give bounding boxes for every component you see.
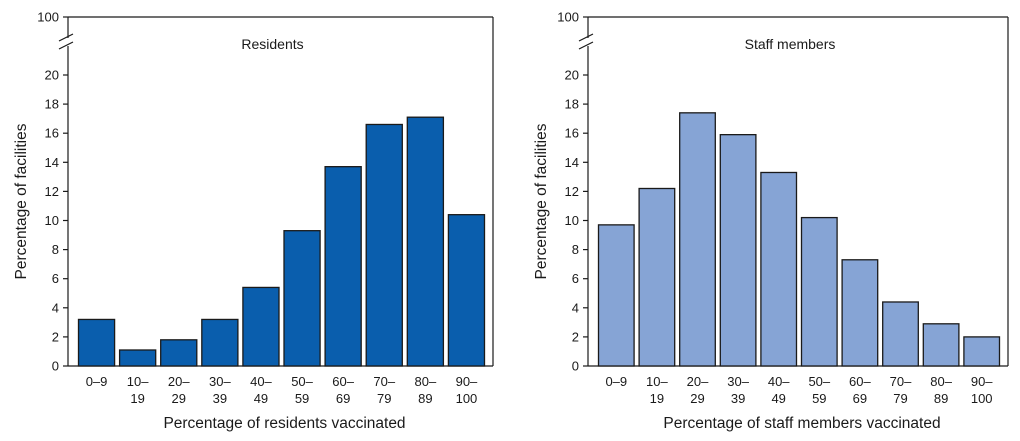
bar — [963, 336, 1001, 367]
y-tick-label: 18 — [45, 97, 59, 112]
x-tick-label: 40– — [768, 374, 790, 389]
y-tick-label: 20 — [45, 68, 59, 83]
axis-break-mark — [578, 33, 594, 42]
y-tick-label: 20 — [565, 68, 579, 83]
y-tick-label: 14 — [45, 155, 59, 170]
bar — [447, 214, 486, 367]
x-tick-label: 100 — [456, 391, 478, 406]
y-tick-label: 8 — [52, 242, 59, 257]
x-tick-label: 60– — [332, 374, 354, 389]
x-tick-label: 29 — [690, 391, 704, 406]
y-tick-label: 10 — [45, 213, 59, 228]
x-tick-label: 70– — [890, 374, 912, 389]
y-tick-label: 12 — [45, 184, 59, 199]
x-tick-label: 59 — [295, 391, 309, 406]
x-tick-label: 59 — [812, 391, 826, 406]
y-tick-label: 2 — [572, 329, 579, 344]
bar — [597, 224, 635, 367]
x-tick-label: 40– — [250, 374, 272, 389]
y-tick-label: 2 — [52, 329, 59, 344]
y-tick-label: 4 — [52, 300, 59, 315]
x-tick-label: 90– — [971, 374, 993, 389]
bar — [406, 116, 445, 367]
y-tick-label: 100 — [557, 10, 579, 25]
y-tick-label: 12 — [565, 184, 579, 199]
bar — [800, 216, 838, 367]
y-tick-label: 16 — [565, 126, 579, 141]
y-tick-label: 10 — [565, 213, 579, 228]
y-tick-label: 6 — [52, 271, 59, 286]
axis-break-mark — [58, 41, 74, 50]
x-tick-label: 49 — [771, 391, 785, 406]
bar — [922, 323, 960, 367]
y-tick-label: 18 — [565, 97, 579, 112]
x-tick-label: 20– — [687, 374, 709, 389]
x-tick-label: 0–9 — [86, 374, 108, 389]
x-tick-label: 20– — [168, 374, 190, 389]
x-tick-label: 30– — [727, 374, 749, 389]
x-tick-label: 70– — [373, 374, 395, 389]
x-tick-label: 60– — [849, 374, 871, 389]
x-tick-label: 89 — [934, 391, 948, 406]
bar — [118, 349, 157, 367]
y-axis-title: Percentage of facilities — [13, 123, 30, 279]
x-tick-label: 90– — [456, 374, 478, 389]
bar — [242, 286, 280, 367]
x-tick-label: 19 — [130, 391, 144, 406]
x-tick-label: 29 — [172, 391, 186, 406]
bar — [324, 166, 362, 367]
x-tick-label: 50– — [291, 374, 313, 389]
y-tick-label: 6 — [572, 271, 579, 286]
x-tick-label: 69 — [336, 391, 350, 406]
x-tick-label: 10– — [646, 374, 668, 389]
bar — [841, 259, 879, 367]
bar — [679, 112, 716, 367]
bar — [882, 301, 919, 367]
x-tick-label: 49 — [254, 391, 268, 406]
x-tick-label: 30– — [209, 374, 231, 389]
y-tick-label: 14 — [565, 155, 579, 170]
x-tick-label: 10– — [127, 374, 149, 389]
bar — [283, 230, 321, 367]
axis-break-mark — [578, 41, 594, 50]
bar — [760, 171, 798, 367]
x-tick-label: 79 — [377, 391, 391, 406]
x-tick-label: 79 — [893, 391, 907, 406]
x-tick-label: 80– — [930, 374, 952, 389]
x-tick-label: 100 — [971, 391, 993, 406]
y-tick-label: 0 — [572, 359, 579, 374]
panel-title: Staff members — [745, 36, 836, 52]
y-axis-title: Percentage of facilities — [533, 123, 550, 279]
bar — [160, 339, 198, 367]
x-tick-label: 39 — [213, 391, 227, 406]
x-tick-label: 69 — [853, 391, 867, 406]
y-tick-label: 16 — [45, 126, 59, 141]
bar — [638, 187, 676, 367]
y-tick-label: 0 — [52, 359, 59, 374]
y-tick-label: 4 — [572, 300, 579, 315]
y-tick-label: 100 — [37, 10, 59, 25]
x-tick-label: 0–9 — [605, 374, 627, 389]
x-tick-label: 50– — [808, 374, 830, 389]
bar — [201, 318, 239, 367]
bar — [77, 318, 116, 367]
y-tick-label: 8 — [572, 242, 579, 257]
x-axis-title: Percentage of residents vaccinated — [163, 415, 405, 432]
chart-panel-1: 100 0 2 4 6 8 10 12 14 16 18 20 Residents Percentage … — [13, 10, 494, 432]
x-axis-title: Percentage of staff members vaccinated — [663, 415, 940, 432]
x-tick-label: 19 — [650, 391, 664, 406]
x-tick-label: 80– — [414, 374, 436, 389]
panel-title: Residents — [241, 36, 303, 52]
x-tick-label: 39 — [731, 391, 745, 406]
x-tick-label: 89 — [418, 391, 432, 406]
bar — [719, 134, 757, 367]
bar — [365, 123, 403, 367]
axis-break-mark — [58, 33, 74, 42]
chart-panel-2: 100 0 2 4 6 8 10 12 14 16 18 20 Staff members Percent… — [533, 10, 1009, 432]
